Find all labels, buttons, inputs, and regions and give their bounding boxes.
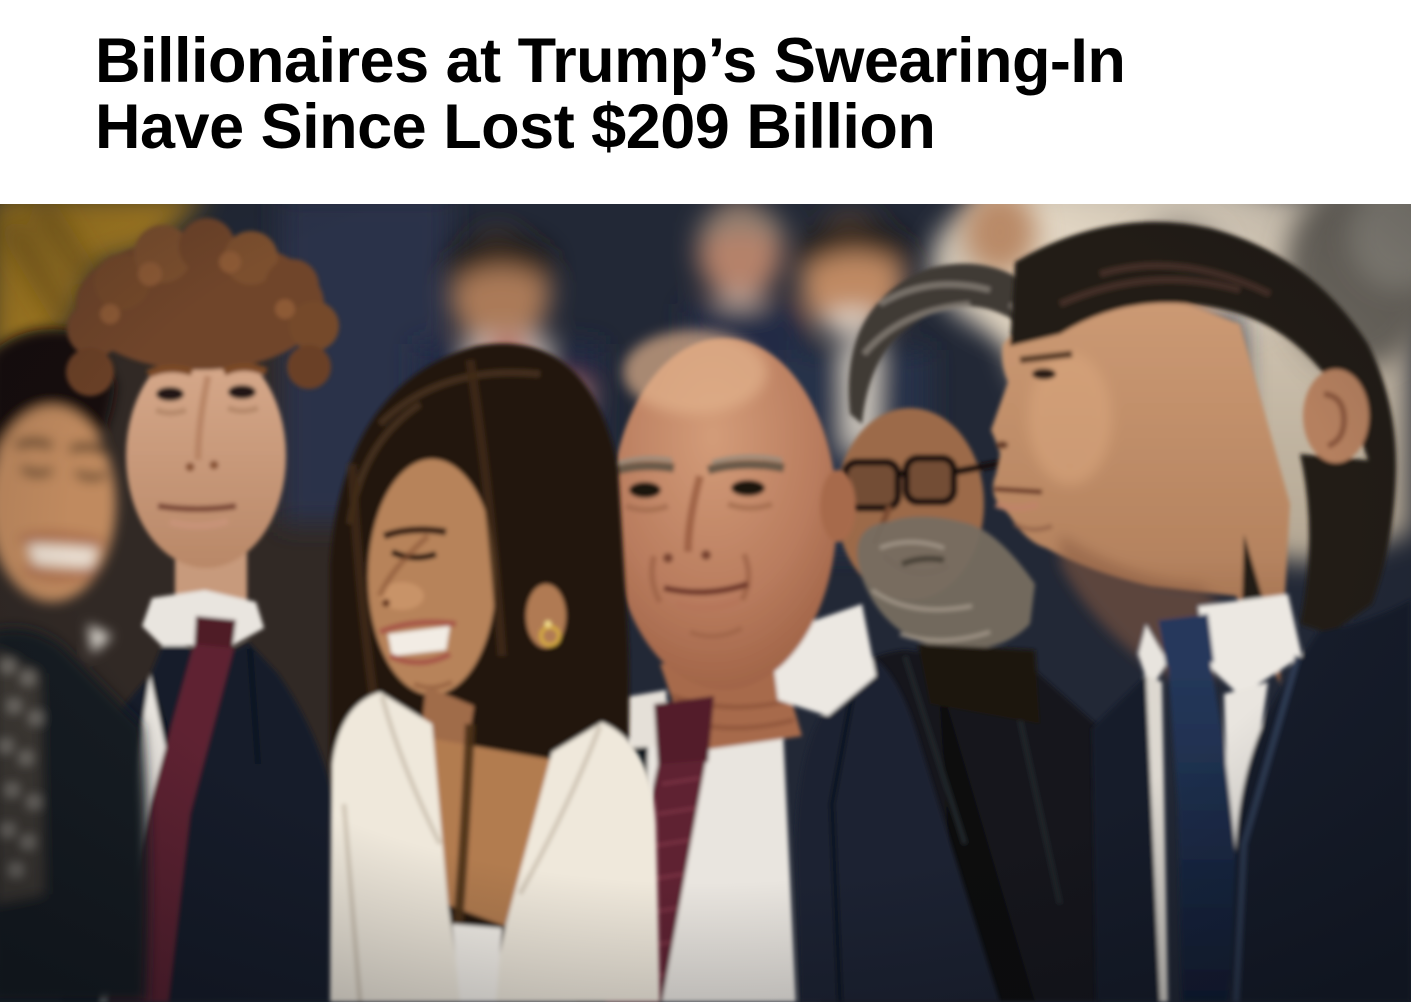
headline-line-2: Have Since Lost $209 Billion bbox=[95, 92, 936, 162]
headline-block: Billionaires at Trump’s Swearing-In Have… bbox=[0, 0, 1411, 204]
inauguration-photo bbox=[0, 204, 1411, 1002]
headline-line-1: Billionaires at Trump’s Swearing-In bbox=[95, 26, 1126, 96]
photo-vignette bbox=[0, 204, 1411, 1002]
photo-canvas bbox=[0, 204, 1411, 1002]
page-title: Billionaires at Trump’s Swearing-In Have… bbox=[0, 0, 1411, 160]
